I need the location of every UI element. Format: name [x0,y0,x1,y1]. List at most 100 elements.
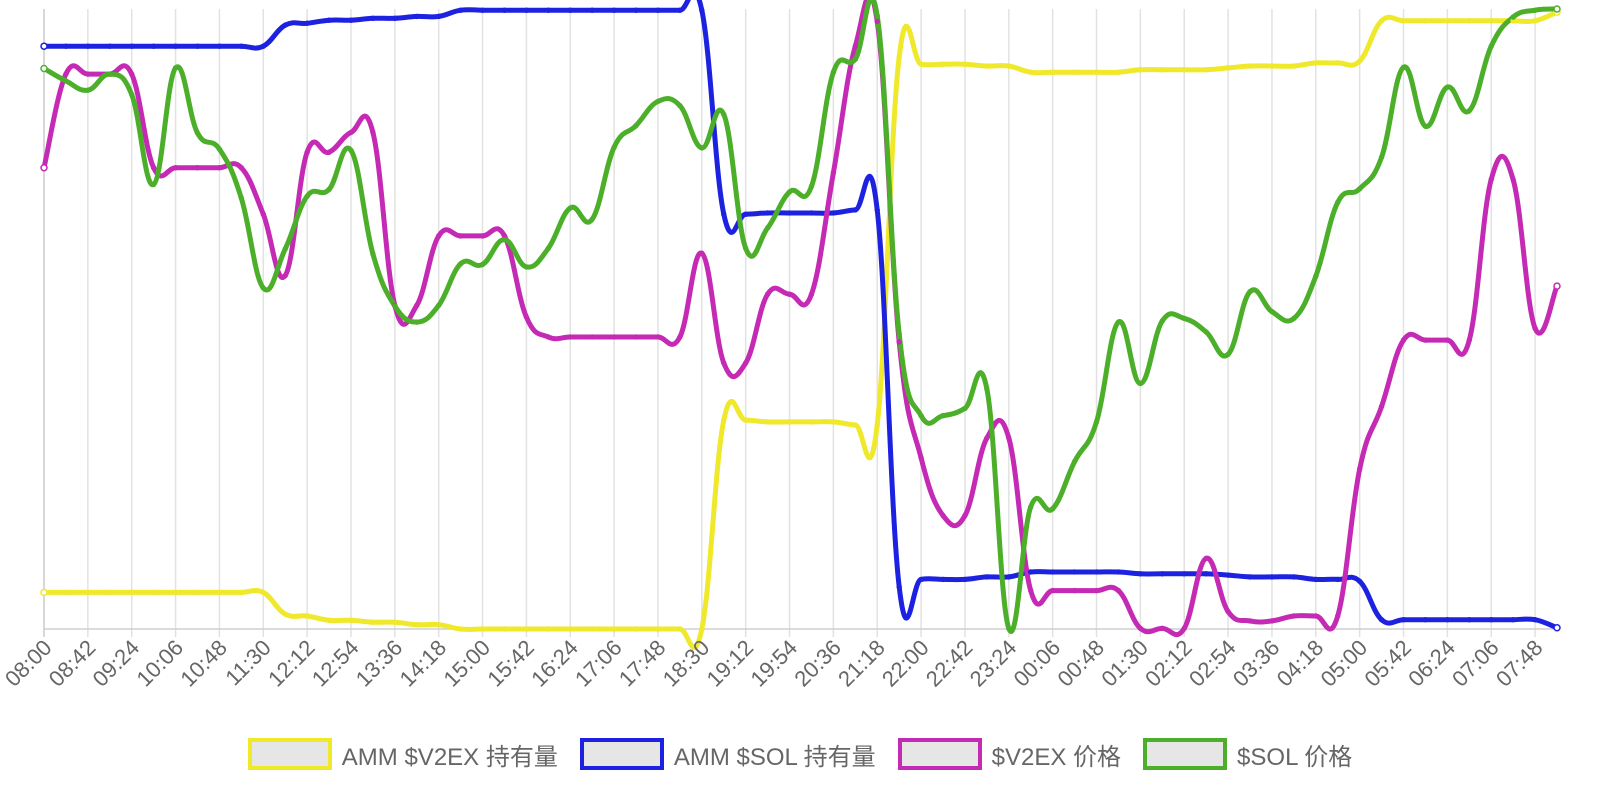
data-point [1028,69,1034,75]
data-point [282,272,288,279]
legend-item-series-1[interactable]: AMM $SOL 持有量 [579,737,876,772]
data-point [435,302,442,309]
data-point [370,129,376,136]
data-point [1532,7,1538,13]
x-tick-label: 19:54 [745,635,802,692]
data-point [1093,419,1100,425]
data-point [1006,574,1012,580]
data-point [435,621,442,628]
data-point [721,111,727,118]
data-point [1093,69,1100,75]
data-point [1422,337,1429,343]
data-point [216,146,223,152]
data-point [1225,572,1231,578]
data-point [194,130,201,136]
data-point [523,264,530,270]
data-point [282,611,288,617]
data-point [40,588,48,597]
data-point [326,617,332,624]
data-point [172,589,179,596]
data-point [435,13,442,20]
data-point [1422,18,1429,24]
data-point [370,619,376,625]
legend-label: $V2EX 价格 [991,743,1122,771]
data-point [63,71,69,77]
data-point [589,7,595,13]
x-tick-label: 05:00 [1316,635,1373,692]
series-points [40,5,1561,632]
data-point [194,165,201,171]
data-point [611,144,617,150]
data-point [677,334,683,340]
data-point [830,169,837,176]
data-point [764,291,771,297]
data-point [699,250,705,256]
data-point [1553,282,1561,290]
data-point [1444,617,1451,623]
data-point [808,291,815,297]
data-point [852,43,859,49]
data-point [896,331,902,337]
data-point [874,13,880,19]
data-point [1466,18,1472,24]
data-point [1159,318,1166,324]
data-point [852,422,859,428]
data-point [1335,199,1341,206]
data-point [918,576,924,583]
x-tick-label: 04:18 [1272,635,1329,692]
x-tick-label: 00:48 [1052,635,1109,692]
data-point [1203,329,1209,335]
data-point [721,211,727,217]
data-point [655,626,661,632]
data-point [1247,618,1253,624]
data-point [414,302,420,309]
data-point [1225,65,1231,71]
data-point [1488,617,1494,623]
legend-item-series-0[interactable]: AMM $V2EX 持有量 [247,737,558,772]
data-point [874,18,880,25]
data-point [1335,613,1341,619]
data-point [523,626,530,632]
x-tick-label: 08:00 [0,635,57,692]
data-point [326,149,332,155]
data-point [589,626,595,632]
data-point [1203,555,1209,562]
legend-label: AMM $SOL 持有量 [673,743,876,771]
data-point [107,43,113,49]
data-point [326,17,332,23]
data-point [392,15,398,21]
data-point [85,71,91,77]
data-point [1137,67,1144,73]
data-point [567,334,573,340]
data-point [1291,613,1297,619]
data-point [348,147,354,154]
data-point [940,576,946,583]
data-point [523,7,530,13]
legend-item-series-3[interactable]: $SOL 价格 [1143,737,1352,772]
data-point [1444,337,1451,343]
x-tick-label: 17:48 [614,635,671,692]
data-point [1115,319,1122,325]
series-line-0 [41,9,1560,650]
data-point [808,183,815,190]
data-point [457,233,464,239]
series-lines [41,0,1560,650]
data-point [984,386,990,392]
data-point [940,61,946,67]
data-point [1313,273,1319,279]
data-point [1115,69,1122,75]
data-point [129,71,135,77]
data-point [1049,569,1056,575]
data-point [1225,608,1231,615]
legend-item-series-2[interactable]: $V2EX 价格 [897,737,1122,772]
data-point [479,261,486,268]
data-point [611,334,617,340]
legend-label: $SOL 价格 [1237,743,1353,771]
x-tick-label: 22:00 [877,635,934,692]
data-point [370,251,376,257]
data-point [1510,617,1516,623]
data-point [896,584,902,590]
data-point [677,103,683,109]
data-point [918,413,924,419]
x-tick-label: 03:36 [1228,635,1285,692]
